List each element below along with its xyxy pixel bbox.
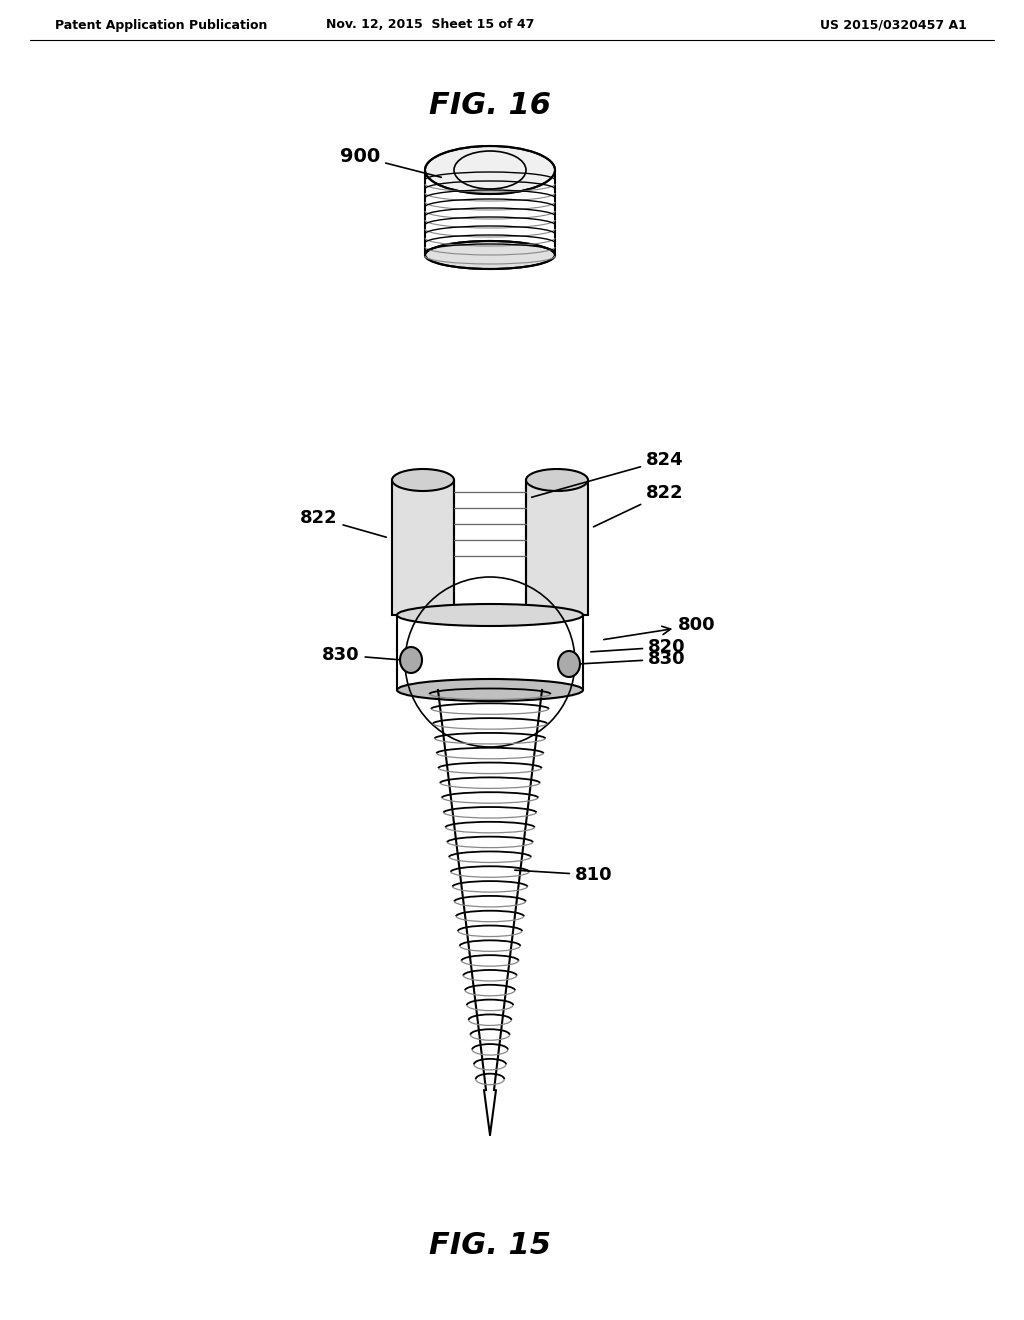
Text: 830: 830 <box>322 645 399 664</box>
Text: US 2015/0320457 A1: US 2015/0320457 A1 <box>820 18 967 32</box>
FancyBboxPatch shape <box>526 480 588 615</box>
Ellipse shape <box>526 469 588 491</box>
Ellipse shape <box>397 678 583 701</box>
Ellipse shape <box>425 242 555 269</box>
Ellipse shape <box>558 651 580 677</box>
Text: 830: 830 <box>581 649 686 668</box>
Text: 800: 800 <box>604 616 716 640</box>
Ellipse shape <box>400 647 422 673</box>
Text: 822: 822 <box>300 510 386 537</box>
Text: 822: 822 <box>594 484 684 527</box>
FancyBboxPatch shape <box>392 480 454 615</box>
Ellipse shape <box>425 147 555 194</box>
Text: FIG. 16: FIG. 16 <box>429 91 551 120</box>
Ellipse shape <box>397 605 583 626</box>
Text: 900: 900 <box>340 147 441 177</box>
Text: 824: 824 <box>531 451 684 498</box>
Text: Patent Application Publication: Patent Application Publication <box>55 18 267 32</box>
Text: Nov. 12, 2015  Sheet 15 of 47: Nov. 12, 2015 Sheet 15 of 47 <box>326 18 535 32</box>
Ellipse shape <box>392 469 454 491</box>
Text: 810: 810 <box>515 866 612 884</box>
Text: 820: 820 <box>591 638 686 656</box>
Text: FIG. 15: FIG. 15 <box>429 1230 551 1259</box>
